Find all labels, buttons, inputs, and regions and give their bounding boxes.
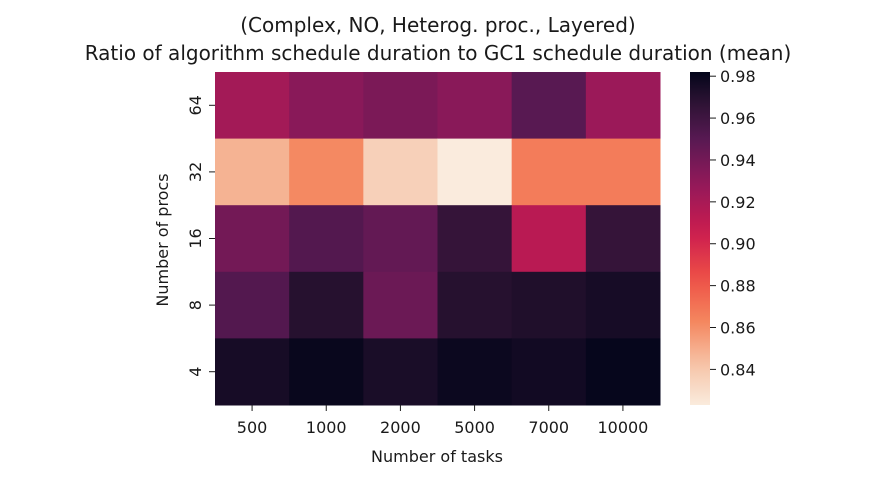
colorbar-tick-label: 0.96 [720,109,756,128]
x-axis-ticks: 500 1000 2000 5000 7000 10000 [237,405,648,437]
heatmap-cell [289,338,364,406]
x-tick-label: 1000 [306,418,347,437]
heatmap-cell [511,138,587,206]
heatmap-cell [215,72,290,140]
heatmap-cell [437,271,513,339]
heatmap-cell [437,205,513,273]
heatmap-cell [511,338,587,406]
y-tick-label: 32 [186,162,205,182]
chart-title-line1: (Complex, NO, Heterog. proc., Layered) [240,13,636,37]
heatmap-cell [511,72,587,140]
y-tick-label: 4 [186,367,205,377]
colorbar-tick-label: 0.98 [720,67,756,86]
colorbar-tick-label: 0.88 [720,277,756,296]
heatmap-cell [585,338,661,406]
y-tick-label: 16 [186,228,205,248]
x-tick-label: 5000 [454,418,495,437]
heatmap-cell [437,72,513,140]
heatmap-cell [585,138,661,206]
colorbar-tick-label: 0.84 [720,360,756,379]
heatmap-cell [289,205,364,273]
heatmap-cell [289,271,364,339]
colorbar-ticks: 0.84 0.86 0.88 0.90 0.92 0.94 0.96 0.98 [710,67,756,379]
x-axis-label: Number of tasks [371,447,503,466]
x-tick-label: 7000 [528,418,569,437]
colorbar-tick-label: 0.86 [720,319,756,338]
heatmap-cell [363,205,438,273]
heatmap-cell [585,72,661,140]
heatmap-cell [363,271,438,339]
colorbar-tick-label: 0.92 [720,193,756,212]
y-axis-label: Number of procs [153,173,172,306]
y-axis-ticks: 64 32 16 8 4 [186,95,215,377]
heatmap-cell [437,338,513,406]
heatmap-cell [585,271,661,339]
heatmap-cell [289,72,364,140]
y-tick-label: 64 [186,95,205,115]
colorbar-tick-label: 0.94 [720,151,756,170]
heatmap-cell [585,205,661,273]
x-tick-label: 2000 [380,418,421,437]
chart-title-line2: Ratio of algorithm schedule duration to … [85,41,792,65]
heatmap-cell [511,205,587,273]
heatmap-cell [363,72,438,140]
heatmap-cell [511,271,587,339]
heatmap-cell [289,138,364,206]
heatmap-cell [215,271,290,339]
heatmap-cell [437,138,513,206]
colorbar [690,72,710,405]
colorbar-tick-label: 0.90 [720,235,756,254]
x-tick-label: 500 [237,418,268,437]
heatmap-cell [215,138,290,206]
heatmap-cell [363,138,438,206]
heatmap-cell [363,338,438,406]
heatmap-cell [215,205,290,273]
heatmap-cell [215,338,290,406]
x-tick-label: 10000 [597,418,648,437]
heatmap-cells [215,72,661,406]
y-tick-label: 8 [186,300,205,310]
